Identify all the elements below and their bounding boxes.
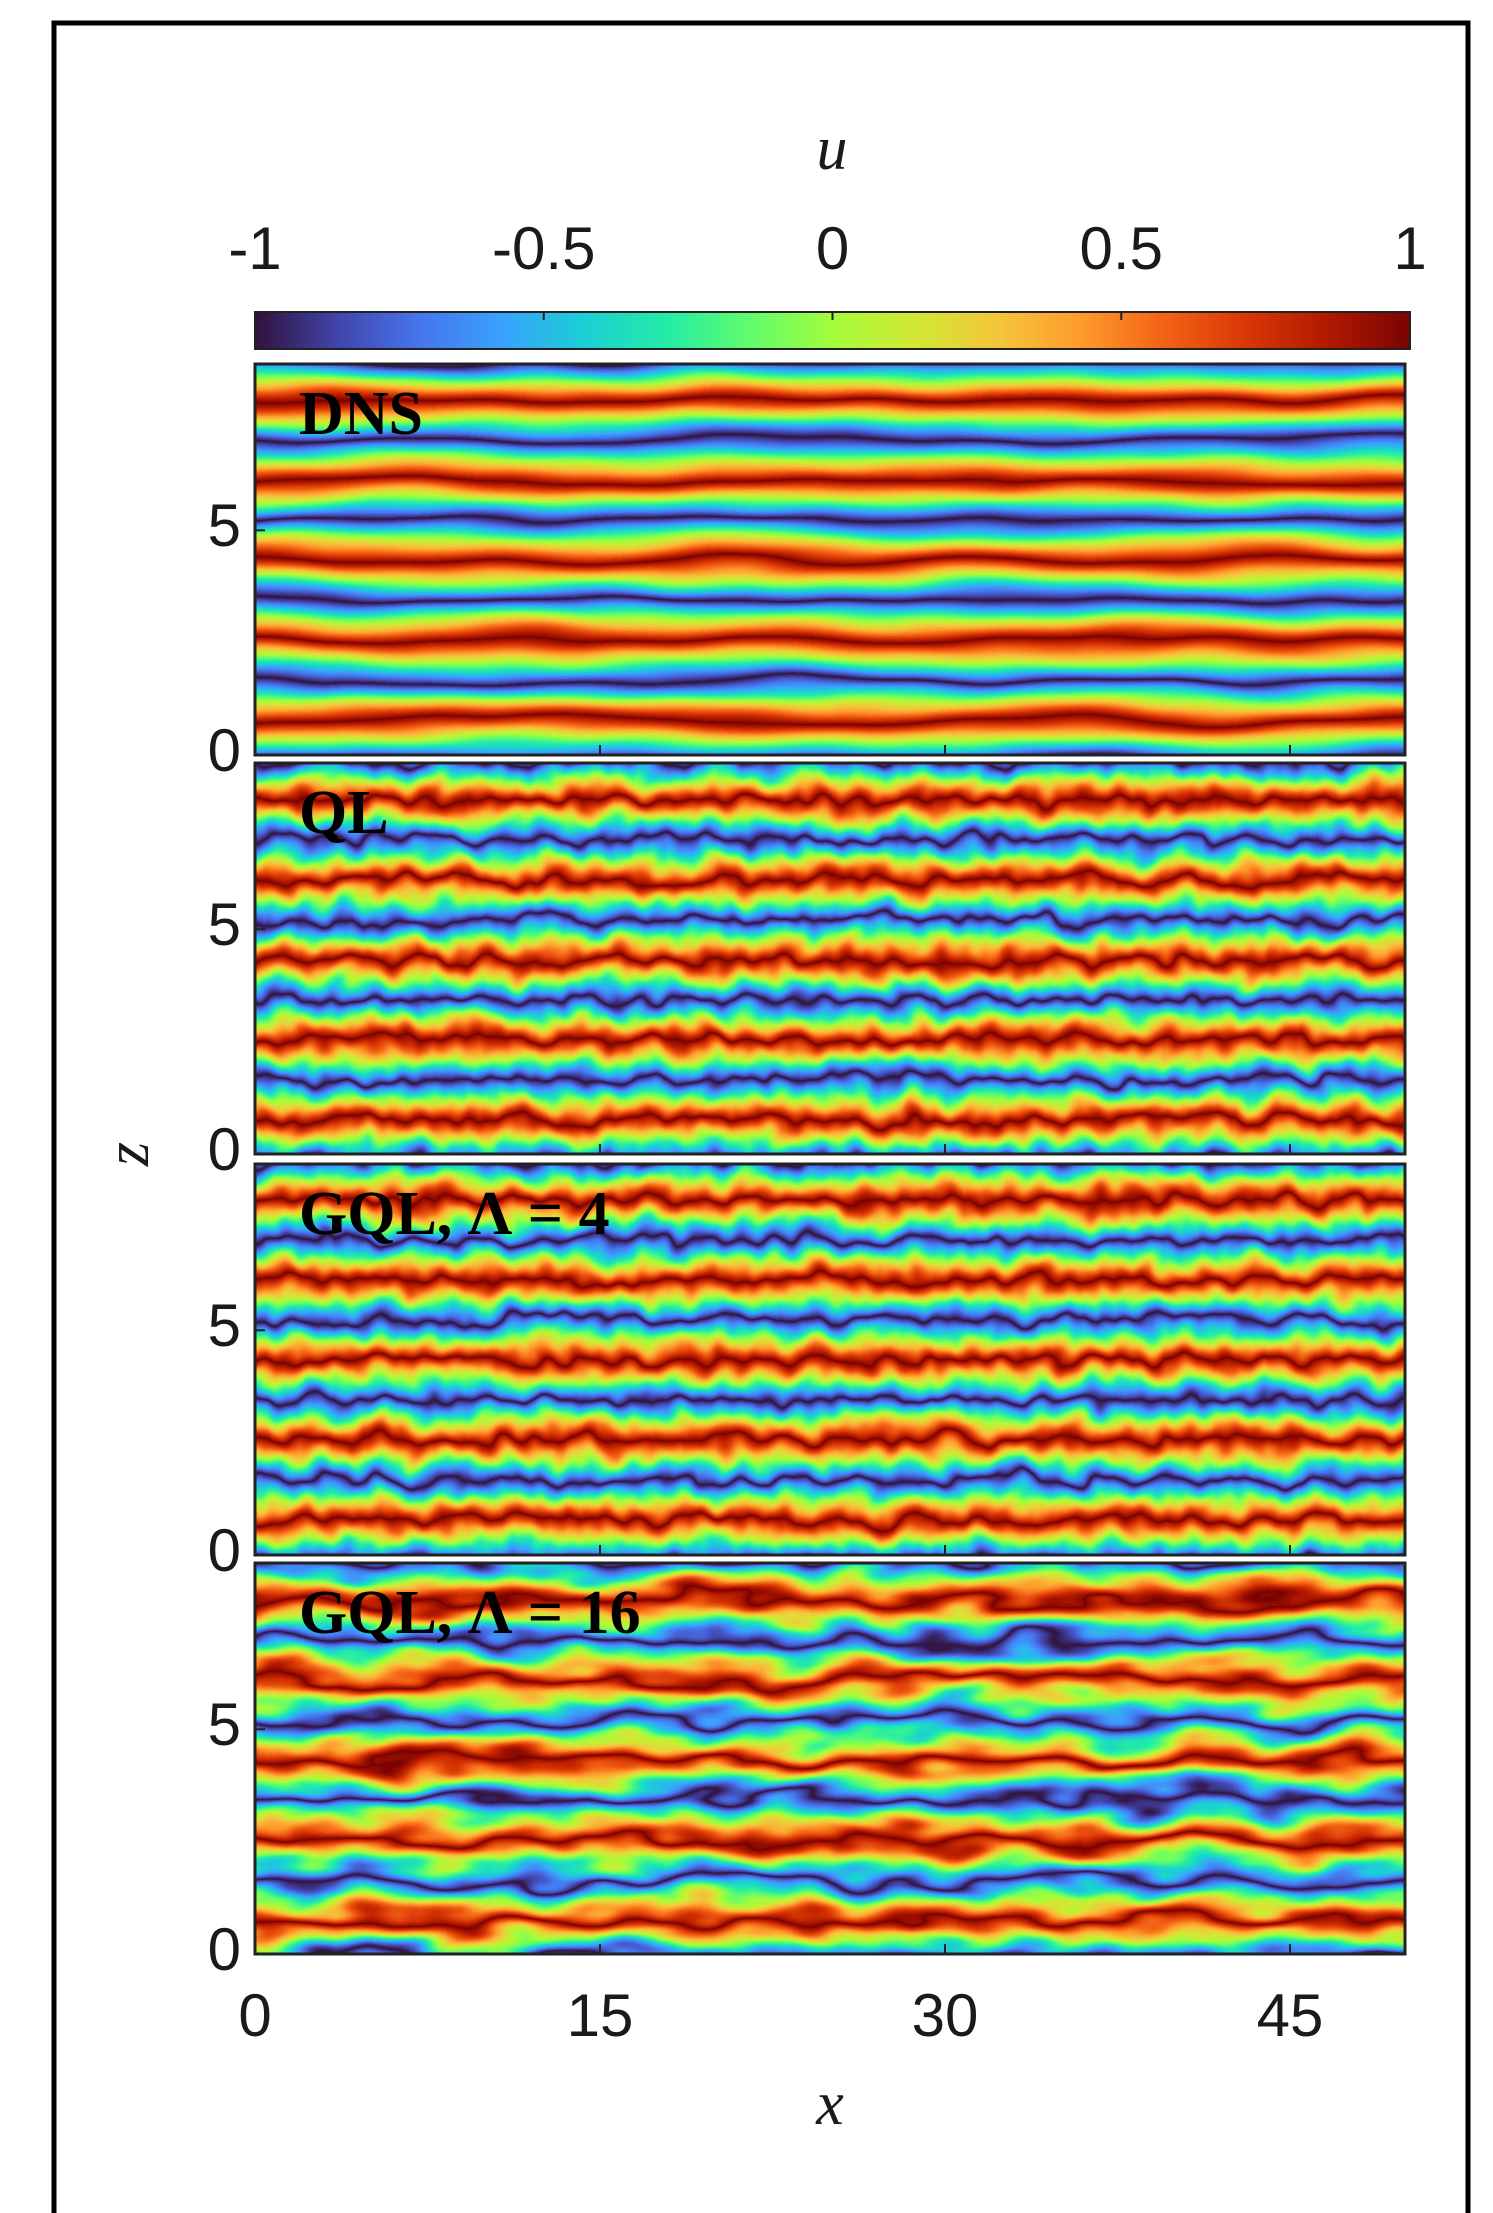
x-tick-label: 0 [238,1982,271,2049]
panel-label: GQL, Λ = 4 [299,1180,610,1248]
panel-label: GQL, Λ = 16 [299,1579,641,1647]
panel-border [253,1162,1407,1557]
y-tick-label: 5 [208,492,241,559]
colorbar-tick-label: -0.5 [492,215,595,282]
y-tick-label: 0 [208,1517,241,1584]
colorbar-tick-label: 1 [1393,215,1426,282]
panel-border [253,1561,1407,1956]
colorbar-tick-label: -1 [228,215,281,282]
y-tick-label: 5 [208,1292,241,1359]
frame [51,20,1471,2213]
field [255,1563,1405,1954]
y-tick-label: 5 [208,1691,241,1758]
x-axis-label: x [815,2070,844,2138]
y-axis-label: z [94,1142,162,1167]
field [255,763,1405,1154]
colorbar-tick-label: 0.5 [1080,215,1163,282]
panel-border [253,362,1407,757]
field [255,1164,1405,1555]
x-tick-label: 15 [567,1982,634,2049]
colorbar-tick-label: 0 [816,215,849,282]
y-tick-label: 0 [208,1916,241,1983]
panel-label: DNS [299,380,423,448]
y-tick-label: 0 [208,717,241,784]
colorbar-label: u [817,115,848,183]
x-tick-label: 30 [912,1982,979,2049]
panel-border [253,761,1407,1156]
x-tick-label: 45 [1257,1982,1324,2049]
y-tick-label: 5 [208,891,241,958]
panel-label: QL [299,779,389,847]
y-tick-label: 0 [208,1116,241,1183]
field [255,364,1405,755]
